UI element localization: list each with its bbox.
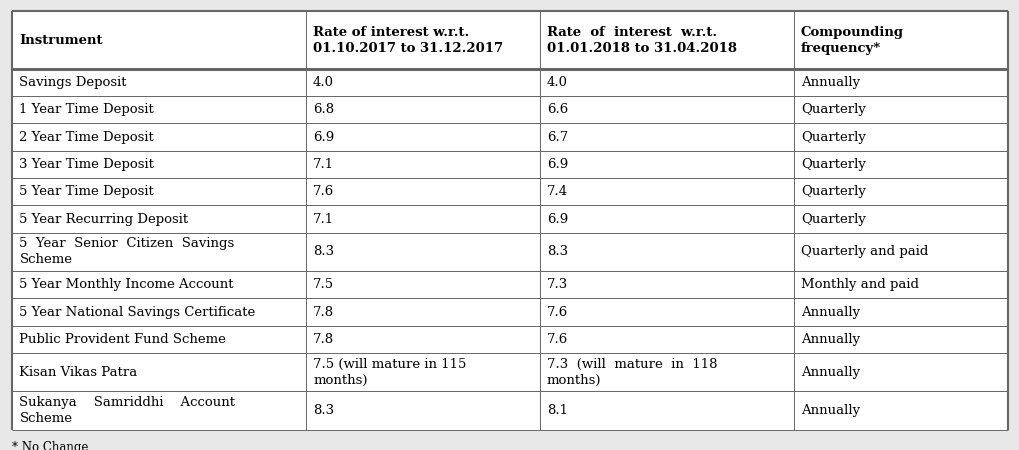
Text: Instrument: Instrument xyxy=(19,34,103,46)
Text: 7.3  (will  mature  in  118
months): 7.3 (will mature in 118 months) xyxy=(546,358,716,387)
Text: Annually: Annually xyxy=(800,306,859,319)
Text: 5  Year  Senior  Citizen  Savings
Scheme: 5 Year Senior Citizen Savings Scheme xyxy=(19,237,234,266)
Text: 7.1: 7.1 xyxy=(313,158,334,171)
Text: * No Change: * No Change xyxy=(12,441,89,450)
Text: Rate of interest w.r.t.
01.10.2017 to 31.12.2017: Rate of interest w.r.t. 01.10.2017 to 31… xyxy=(313,26,502,54)
Text: Annually: Annually xyxy=(800,404,859,417)
Text: 7.1: 7.1 xyxy=(313,212,334,225)
Text: 7.8: 7.8 xyxy=(313,306,334,319)
Text: 6.9: 6.9 xyxy=(313,130,334,144)
Text: Rate  of  interest  w.r.t.
01.01.2018 to 31.04.2018: Rate of interest w.r.t. 01.01.2018 to 31… xyxy=(546,26,737,54)
Text: 6.6: 6.6 xyxy=(546,104,568,116)
Text: 6.8: 6.8 xyxy=(313,104,334,116)
Text: 7.4: 7.4 xyxy=(546,185,568,198)
Text: Annually: Annually xyxy=(800,333,859,346)
Text: Kisan Vikas Patra: Kisan Vikas Patra xyxy=(19,366,138,378)
Text: 5 Year Time Deposit: 5 Year Time Deposit xyxy=(19,185,154,198)
Text: Annually: Annually xyxy=(800,76,859,89)
Text: 4.0: 4.0 xyxy=(313,76,334,89)
Text: Annually: Annually xyxy=(800,366,859,378)
Text: 4.0: 4.0 xyxy=(546,76,568,89)
Text: Monthly and paid: Monthly and paid xyxy=(800,278,918,291)
Text: 8.3: 8.3 xyxy=(313,245,334,258)
Text: 8.1: 8.1 xyxy=(546,404,568,417)
Text: Sukanya    Samriddhi    Account
Scheme: Sukanya Samriddhi Account Scheme xyxy=(19,396,235,425)
Text: Quarterly: Quarterly xyxy=(800,158,865,171)
Text: Compounding
frequency*: Compounding frequency* xyxy=(800,26,903,54)
Text: 8.3: 8.3 xyxy=(313,404,334,417)
Text: Public Provident Fund Scheme: Public Provident Fund Scheme xyxy=(19,333,226,346)
Text: 3 Year Time Deposit: 3 Year Time Deposit xyxy=(19,158,154,171)
Text: 5 Year National Savings Certificate: 5 Year National Savings Certificate xyxy=(19,306,256,319)
Text: 6.9: 6.9 xyxy=(546,212,568,225)
Text: Savings Deposit: Savings Deposit xyxy=(19,76,126,89)
Text: 7.6: 7.6 xyxy=(313,185,334,198)
Text: 5 Year Recurring Deposit: 5 Year Recurring Deposit xyxy=(19,212,189,225)
Text: 1 Year Time Deposit: 1 Year Time Deposit xyxy=(19,104,154,116)
Text: 7.6: 7.6 xyxy=(546,333,568,346)
Text: Quarterly: Quarterly xyxy=(800,130,865,144)
Text: Quarterly: Quarterly xyxy=(800,104,865,116)
Text: 7.5 (will mature in 115
months): 7.5 (will mature in 115 months) xyxy=(313,358,466,387)
Text: 5 Year Monthly Income Account: 5 Year Monthly Income Account xyxy=(19,278,233,291)
Text: Quarterly: Quarterly xyxy=(800,212,865,225)
Text: 6.7: 6.7 xyxy=(546,130,568,144)
Text: 7.6: 7.6 xyxy=(546,306,568,319)
Text: 2 Year Time Deposit: 2 Year Time Deposit xyxy=(19,130,154,144)
Text: 7.8: 7.8 xyxy=(313,333,334,346)
Text: 8.3: 8.3 xyxy=(546,245,568,258)
Text: 7.5: 7.5 xyxy=(313,278,334,291)
Text: 6.9: 6.9 xyxy=(546,158,568,171)
Text: 7.3: 7.3 xyxy=(546,278,568,291)
Text: Quarterly: Quarterly xyxy=(800,185,865,198)
Text: Quarterly and paid: Quarterly and paid xyxy=(800,245,927,258)
